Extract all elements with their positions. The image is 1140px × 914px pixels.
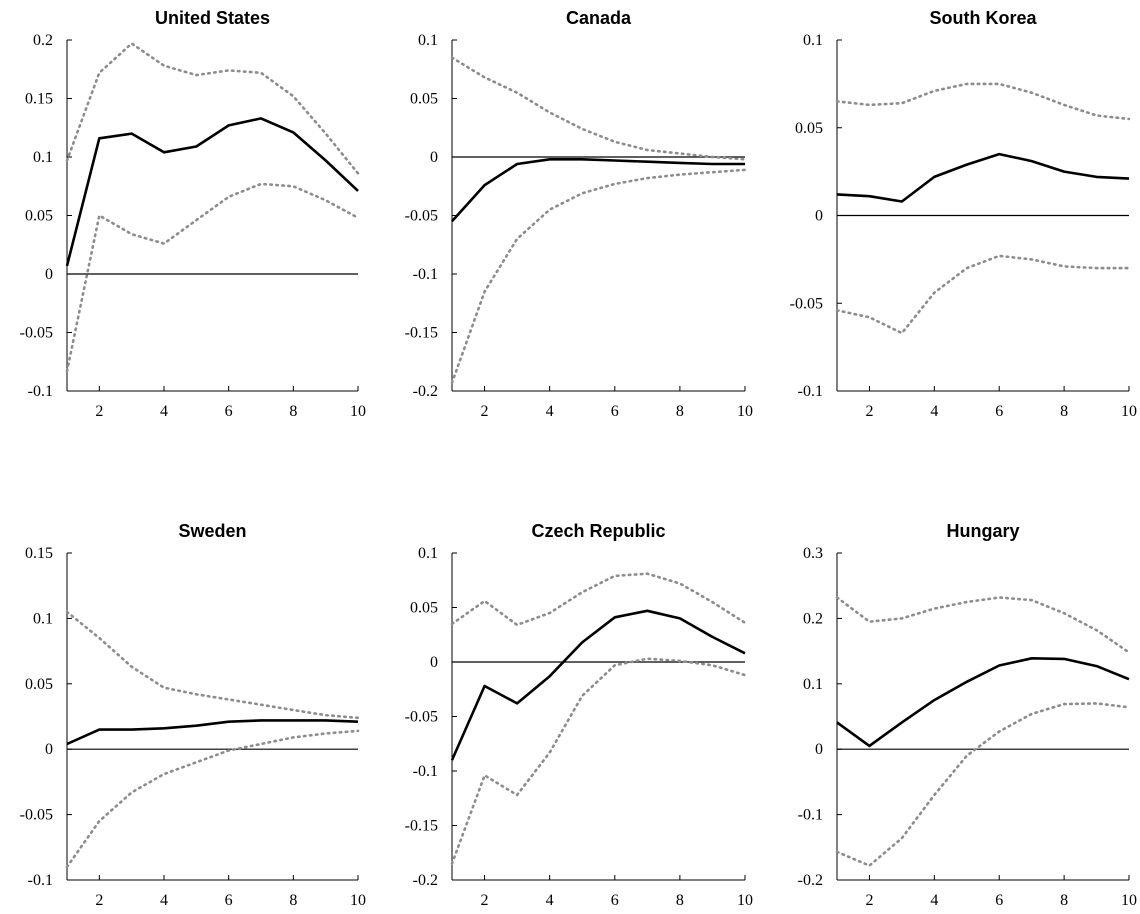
y-tick-label: -0.1 [28, 872, 53, 889]
chart-panel: Sweden -0.1 -0.05 0 0.05 0.1 0.15 2 4 6 8 10 [20, 521, 366, 909]
y-tick-label: -0.1 [798, 807, 823, 824]
y-tick-label: 0.3 [803, 545, 823, 562]
estimate-line [451, 158, 745, 223]
y-tick-label: -0.1 [413, 266, 438, 283]
y-tick-label: 0 [45, 266, 53, 283]
estimate-line [836, 656, 1130, 748]
x-tick-label: 4 [930, 892, 938, 909]
y-tick-label: 0.1 [803, 676, 823, 693]
y-tick-label: -0.2 [413, 383, 438, 400]
chart-title: Sweden [178, 521, 246, 541]
x-tick-label: 6 [225, 403, 233, 420]
y-tick-label: -0.15 [405, 818, 438, 835]
y-tick-label: 0.15 [25, 91, 53, 108]
y-tick-label: 0.2 [33, 32, 53, 49]
x-tick-label: 8 [676, 403, 684, 420]
upper-band-line [65, 41, 360, 175]
y-tick-label: -0.1 [413, 763, 438, 780]
x-tick-label: 6 [611, 892, 619, 909]
estimate-line [450, 609, 746, 761]
lower-band-line [65, 182, 360, 373]
y-tick-label: -0.05 [790, 295, 823, 312]
y-tick-label: 0.1 [418, 545, 438, 562]
lower-band-line [835, 702, 1131, 868]
upper-band-line [450, 572, 747, 627]
x-tick-label: 8 [676, 892, 684, 909]
y-tick-label: -0.05 [20, 325, 53, 342]
x-tick-label: 2 [481, 403, 489, 420]
upper-band-line [835, 596, 1131, 654]
x-tick-label: 10 [350, 403, 366, 420]
x-tick-label: 2 [865, 403, 873, 420]
y-tick-label: 0.05 [410, 91, 438, 108]
y-tick-label: 0.1 [33, 149, 53, 166]
chart-title: Hungary [946, 521, 1019, 541]
x-tick-label: 2 [95, 892, 103, 909]
y-tick-label: -0.2 [798, 872, 823, 889]
chart-title: United States [155, 8, 270, 28]
x-tick-label: 10 [1121, 892, 1137, 909]
y-tick-label: -0.15 [405, 325, 438, 342]
estimate-line [66, 719, 359, 746]
x-tick-label: 8 [1060, 403, 1068, 420]
chart-title: South Korea [929, 8, 1037, 28]
y-tick-label: 0 [815, 741, 823, 758]
y-tick-label: -0.1 [798, 383, 823, 400]
x-tick-label: 2 [481, 892, 489, 909]
estimate-line [836, 152, 1130, 203]
chart-panel: South Korea -0.1 -0.05 0 0.05 0.1 2 4 6 8 10 [790, 8, 1137, 420]
lower-band-line [450, 657, 747, 865]
y-tick-label: 0.05 [25, 208, 53, 225]
x-tick-label: 6 [225, 892, 233, 909]
x-tick-label: 2 [865, 892, 873, 909]
lower-band-line [450, 168, 747, 385]
x-tick-label: 4 [546, 892, 554, 909]
y-tick-label: 0.05 [410, 600, 438, 617]
y-tick-label: 0.05 [25, 676, 53, 693]
y-tick-label: 0.2 [803, 610, 823, 627]
x-tick-label: 4 [160, 892, 168, 909]
x-tick-label: 4 [160, 403, 168, 420]
y-tick-label: 0 [45, 741, 53, 758]
chart-panel: Hungary -0.2 -0.1 0 0.1 0.2 0.3 2 4 6 8 10 [798, 521, 1137, 909]
x-tick-label: 8 [289, 403, 297, 420]
upper-band-line [65, 610, 360, 720]
x-tick-label: 8 [1060, 892, 1068, 909]
chart-panel: Canada -0.2 -0.15 -0.1 -0.05 0 0.05 0.1 2 4 6 8 10 [405, 8, 753, 420]
y-tick-label: -0.05 [405, 709, 438, 726]
x-tick-label: 4 [546, 403, 554, 420]
y-tick-label: -0.05 [405, 208, 438, 225]
lower-band-line [835, 254, 1131, 335]
chart-panel: Czech Republic -0.2 -0.15 -0.1 -0.05 0 0.05 0.1… [405, 521, 753, 909]
y-tick-label: 0.05 [795, 120, 823, 137]
upper-band-line [835, 82, 1131, 121]
y-tick-label: -0.2 [413, 872, 438, 889]
x-tick-label: 8 [289, 892, 297, 909]
y-tick-label: 0.1 [418, 32, 438, 49]
y-tick-label: 0.15 [25, 545, 53, 562]
upper-band-line [450, 56, 747, 161]
lower-band-line [65, 729, 360, 869]
x-tick-label: 2 [95, 403, 103, 420]
x-tick-label: 6 [995, 403, 1003, 420]
y-tick-label: -0.05 [20, 807, 53, 824]
chart-title: Czech Republic [531, 521, 665, 541]
x-tick-label: 10 [1121, 403, 1137, 420]
x-tick-label: 10 [737, 403, 753, 420]
y-tick-label: -0.1 [28, 383, 53, 400]
y-tick-label: 0 [430, 654, 438, 671]
x-tick-label: 6 [611, 403, 619, 420]
y-tick-label: 0 [430, 149, 438, 166]
chart-title: Canada [566, 8, 632, 28]
x-tick-label: 4 [930, 403, 938, 420]
y-tick-label: 0.1 [803, 32, 823, 49]
chart-panel: United States -0.1 -0.05 0 0.05 0.1 0.15 0.2 2 4 6… [20, 8, 366, 420]
x-tick-label: 10 [350, 892, 366, 909]
estimate-line [65, 117, 359, 267]
x-tick-label: 6 [995, 892, 1003, 909]
x-tick-label: 10 [737, 892, 753, 909]
y-tick-label: 0 [815, 208, 823, 225]
y-tick-label: 0.1 [33, 610, 53, 627]
